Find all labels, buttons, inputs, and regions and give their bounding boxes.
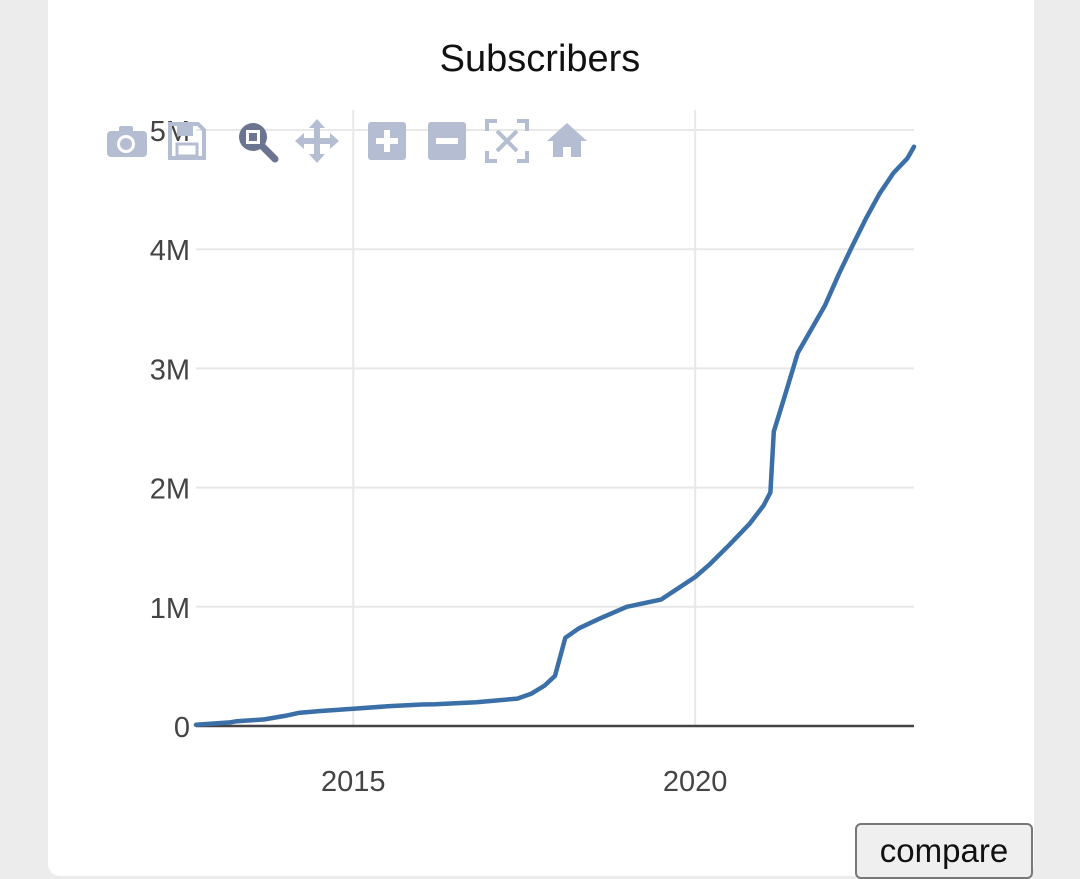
save-icon[interactable] bbox=[164, 118, 210, 164]
y-tick-label: 2M bbox=[150, 474, 190, 506]
series-line[interactable] bbox=[193, 144, 917, 728]
autoscale-icon[interactable] bbox=[484, 118, 530, 164]
y-tick-label: 1M bbox=[150, 593, 190, 625]
chart-title: Subscribers bbox=[439, 38, 641, 80]
lines bbox=[193, 144, 917, 728]
compare-button[interactable]: compare bbox=[855, 823, 1033, 879]
y-tick-label: 0 bbox=[174, 712, 190, 744]
reset-axes-icon[interactable] bbox=[544, 118, 590, 164]
y-tick-label: 4M bbox=[150, 235, 190, 267]
y-tick-label: 3M bbox=[150, 354, 190, 386]
zoom-out-icon[interactable] bbox=[424, 118, 470, 164]
camera-icon[interactable] bbox=[104, 118, 150, 164]
modebar bbox=[104, 118, 604, 164]
chart-card bbox=[48, 0, 1034, 876]
grid bbox=[196, 110, 914, 726]
zoom-in-icon[interactable] bbox=[364, 118, 410, 164]
x-tick-label: 2015 bbox=[321, 766, 386, 798]
x-tick-label: 2020 bbox=[663, 766, 728, 798]
zoom-icon[interactable] bbox=[234, 118, 280, 164]
pan-icon[interactable] bbox=[294, 118, 340, 164]
